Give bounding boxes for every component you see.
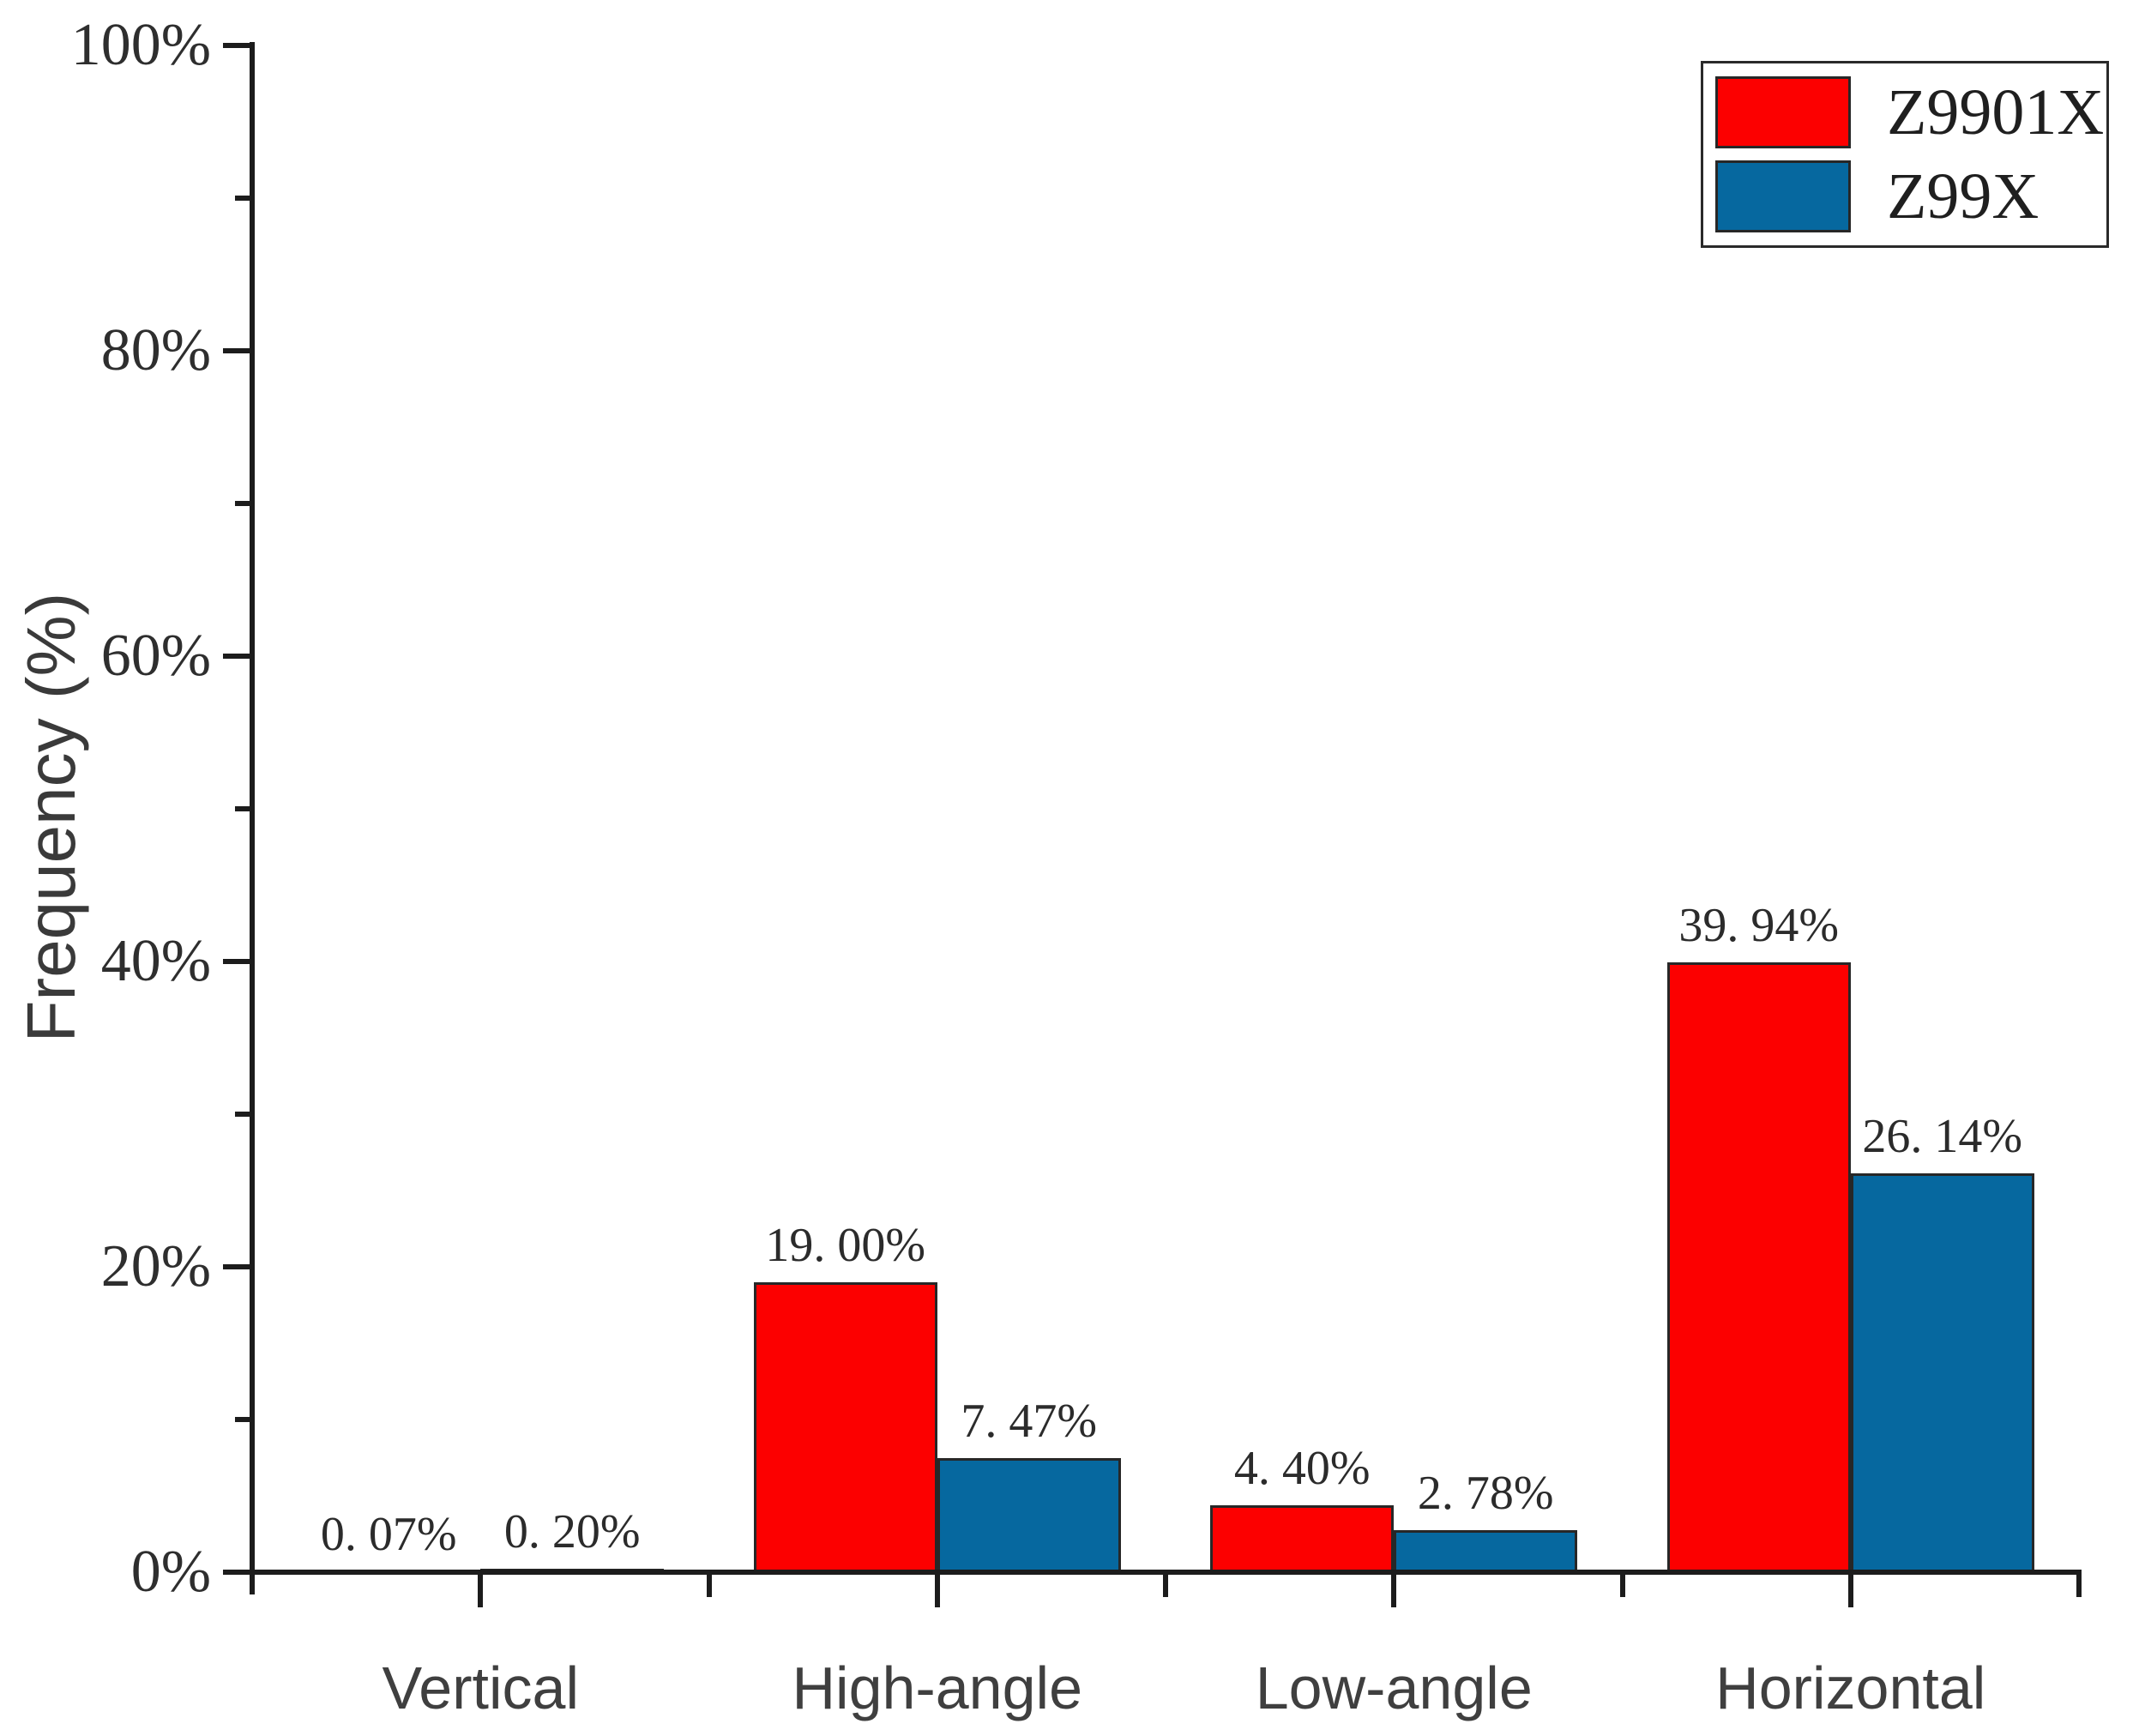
y-tick-label-60: 60% [100, 623, 211, 689]
bar-z9901x-horizontal [1666, 962, 1851, 1572]
y-minor-tick-30 [235, 1112, 252, 1117]
y-tick-label-40: 40% [100, 928, 211, 994]
y-axis-line [250, 42, 255, 1594]
y-major-tick-80 [223, 348, 252, 353]
x-category-label-1: High-angle [792, 1655, 1083, 1721]
x-minor-tick-4 [2076, 1575, 2082, 1597]
bar-z99x-high-angle [937, 1458, 1121, 1572]
y-tick-label-20: 20% [100, 1233, 211, 1299]
x-major-tick-1 [934, 1575, 940, 1607]
y-tick-label-0: 0% [130, 1539, 211, 1605]
y-major-tick-20 [223, 1264, 252, 1269]
legend-entry-z9901x: Z9901X [1715, 75, 2106, 148]
x-major-tick-3 [1847, 1575, 1853, 1607]
value-label-z99x-high-angle: 7. 47% [961, 1395, 1098, 1449]
value-label-z99x-low-angle: 2. 78% [1417, 1466, 1554, 1520]
legend-label-z9901x: Z9901X [1887, 75, 2105, 148]
x-axis-line [250, 1570, 2082, 1575]
y-minor-tick-10 [235, 1417, 252, 1422]
value-label-z9901x-high-angle: 19. 00% [765, 1218, 926, 1272]
legend-swatch-z99x [1715, 160, 1851, 233]
value-label-z9901x-horizontal: 39. 94% [1678, 899, 1840, 953]
y-major-tick-100 [223, 43, 252, 48]
y-tick-label-100: 100% [70, 12, 211, 78]
x-category-label-2: Low-angle [1255, 1655, 1533, 1721]
legend: Z9901X Z99X [1701, 61, 2109, 248]
bar-z99x-low-angle [1394, 1529, 1578, 1572]
legend-label-z99x: Z99X [1887, 160, 2040, 233]
value-label-z99x-horizontal: 26. 14% [1862, 1109, 2023, 1163]
y-major-tick-0 [223, 1570, 252, 1575]
bar-z9901x-low-angle [1210, 1504, 1395, 1572]
x-minor-tick-3 [1619, 1575, 1625, 1597]
value-label-z9901x-vertical: 0. 07% [320, 1507, 457, 1561]
x-minor-tick-1 [706, 1575, 712, 1597]
y-minor-tick-90 [235, 196, 252, 201]
y-minor-tick-70 [235, 501, 252, 506]
x-major-tick-0 [478, 1575, 484, 1607]
value-label-z9901x-low-angle: 4. 40% [1233, 1441, 1371, 1495]
legend-entry-z99x: Z99X [1715, 160, 2106, 233]
value-label-z99x-vertical: 0. 20% [503, 1505, 641, 1559]
x-major-tick-2 [1391, 1575, 1397, 1607]
y-minor-tick-50 [235, 806, 252, 811]
bar-z99x-horizontal [1850, 1172, 2034, 1572]
y-tick-label-80: 80% [100, 317, 211, 383]
y-major-tick-40 [223, 959, 252, 964]
legend-swatch-z9901x [1715, 75, 1851, 148]
bar-z9901x-high-angle [753, 1281, 937, 1572]
x-category-label-3: Horizontal [1715, 1655, 1986, 1721]
y-major-tick-60 [223, 654, 252, 659]
x-minor-tick-2 [1163, 1575, 1168, 1597]
x-category-label-0: Vertical [382, 1655, 580, 1721]
